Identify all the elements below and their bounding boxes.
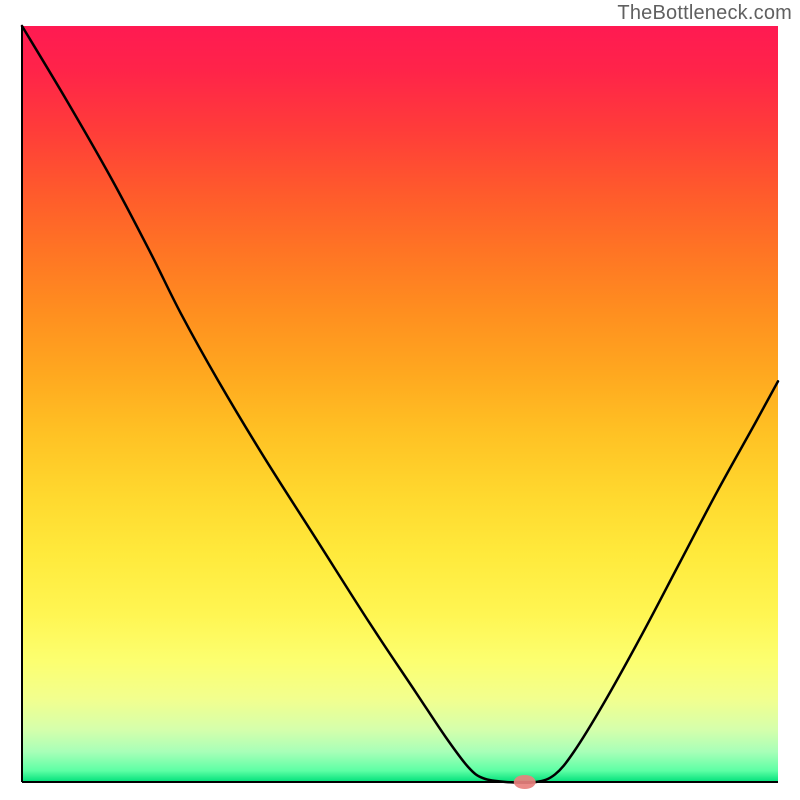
bottleneck-chart xyxy=(0,0,800,800)
watermark-text: TheBottleneck.com xyxy=(617,2,792,25)
chart-container: { "watermark": { "text": "TheBottleneck.… xyxy=(0,0,800,800)
optimal-point-marker xyxy=(514,775,536,789)
